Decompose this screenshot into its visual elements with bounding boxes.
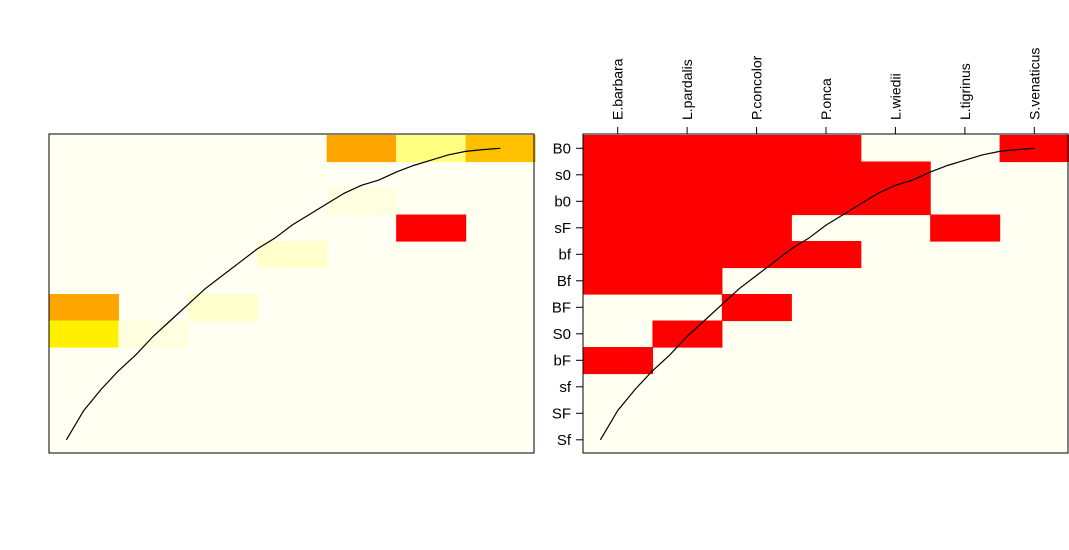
- right-col-label-P.concolor: P.concolor: [749, 55, 765, 120]
- right-row-label-bF: bF: [553, 352, 571, 369]
- right-col-label-E.barbara: E.barbara: [610, 58, 626, 120]
- left-plot-frame: [48, 133, 535, 454]
- right-cell-s0-E.barbara: [583, 161, 654, 189]
- left-cell-B0-L.wiedii: [326, 135, 397, 163]
- right-row-label-sF: sF: [554, 220, 571, 237]
- right-cell-B0-P.onca: [791, 135, 862, 163]
- right-row-label-Sf: Sf: [557, 432, 572, 449]
- right-row-label-BF: BF: [552, 299, 571, 316]
- right-row-label-s0: s0: [555, 167, 571, 184]
- right-cell-b0-L.pardalis: [652, 188, 723, 216]
- left-trend-curve: [65, 147, 501, 441]
- right-cell-bf-L.pardalis: [652, 241, 723, 269]
- right-row-label-S0: S0: [553, 326, 571, 343]
- right-cell-sF-L.tigrinus: [930, 214, 1001, 242]
- right-cell-S0-L.pardalis: [652, 320, 723, 348]
- right-cell-sF-P.concolor: [721, 214, 792, 242]
- right-cell-bF-E.barbara: [583, 347, 654, 375]
- right-cell-bf-P.onca: [791, 241, 862, 269]
- right-cell-B0-L.pardalis: [652, 135, 723, 163]
- right-cell-Bf-L.pardalis: [652, 267, 723, 295]
- left-cell-sF-L.tigrinus: [396, 214, 467, 242]
- right-cell-b0-L.wiedii: [860, 188, 931, 216]
- left-cell-S0-L.pardalis: [118, 320, 189, 348]
- right-row-label-SF: SF: [552, 405, 571, 422]
- right-cell-s0-L.pardalis: [652, 161, 723, 189]
- left-cell-b0-L.wiedii: [326, 188, 397, 216]
- right-trend-curve: [599, 147, 1035, 441]
- right-cell-s0-L.wiedii: [860, 161, 931, 189]
- right-cell-bf-P.concolor: [721, 241, 792, 269]
- right-cell-B0-P.concolor: [721, 135, 792, 163]
- right-row-label-B0: B0: [553, 140, 571, 157]
- right-cell-b0-P.concolor: [721, 188, 792, 216]
- right-cell-Bf-E.barbara: [583, 267, 654, 295]
- right-col-label-S.venaticus: S.venaticus: [1026, 48, 1042, 120]
- right-cell-b0-P.onca: [791, 188, 862, 216]
- right-row-label-Bf: Bf: [557, 273, 572, 290]
- right-cell-B0-E.barbara: [583, 135, 654, 163]
- left-cell-BF-E.barbara: [49, 294, 120, 322]
- right-cell-sF-E.barbara: [583, 214, 654, 242]
- left-cell-bf-P.onca: [257, 241, 328, 269]
- right-cell-s0-P.onca: [791, 161, 862, 189]
- right-row-label-bf: bf: [558, 246, 571, 263]
- right-cell-BF-P.concolor: [721, 294, 792, 322]
- left-plot-background: [49, 134, 534, 453]
- right-cell-bf-E.barbara: [583, 241, 654, 269]
- right-col-label-L.tigrinus: L.tigrinus: [957, 63, 973, 120]
- right-col-label-P.onca: P.onca: [818, 78, 834, 120]
- right-cell-s0-P.concolor: [721, 161, 792, 189]
- right-col-label-L.wiedii: L.wiedii: [887, 73, 903, 120]
- right-row-label-sf: sf: [559, 379, 572, 396]
- left-cell-BF-P.concolor: [187, 294, 258, 322]
- right-row-label-b0: b0: [554, 193, 571, 210]
- right-cell-sF-L.pardalis: [652, 214, 723, 242]
- left-cell-S0-E.barbara: [49, 320, 120, 348]
- left-cell-B0-S.venaticus: [465, 135, 536, 163]
- right-heatmap-panel: B0 s0 b0 sF bf Bf BF S0 bF sf SF Sf E.barbara L.parda…: [552, 48, 1069, 454]
- right-cell-b0-E.barbara: [583, 188, 654, 216]
- right-col-label-L.pardalis: L.pardalis: [679, 59, 695, 120]
- left-cell-B0-L.tigrinus: [396, 135, 467, 163]
- left-heatmap-panel: [48, 133, 536, 454]
